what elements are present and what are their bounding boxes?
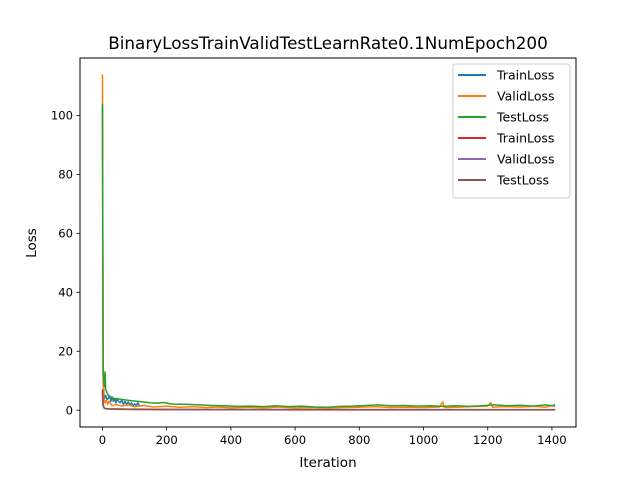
chart-title: BinaryLossTrainValidTestLearnRate0.1NumE…: [108, 33, 548, 53]
y-tick-label: 60: [58, 227, 73, 241]
legend: TrainLoss ValidLoss TestLoss TrainLoss Valid…: [452, 63, 571, 199]
x-tick-label: 200: [156, 433, 178, 447]
legend-label: TrainLoss: [496, 68, 554, 83]
legend-label: TestLoss: [496, 110, 549, 125]
x-tick-label: 1200: [473, 433, 503, 447]
x-tick-label: 800: [348, 433, 370, 447]
x-axis-ticks: 0 200 400 600 800 1000 1200 1400: [99, 427, 567, 447]
series-line-2: [101, 103, 556, 408]
legend-label: ValidLoss: [497, 152, 555, 167]
x-tick-label: 0: [99, 433, 106, 447]
y-tick-label: 80: [58, 168, 73, 182]
series-line-5: [101, 392, 556, 411]
x-tick-label: 400: [220, 433, 242, 447]
y-axis-ticks: 0 20 40 60 80 100: [51, 109, 80, 417]
y-axis-label: Loss: [24, 228, 40, 258]
series-line-1: [101, 74, 556, 409]
legend-box: [452, 63, 571, 199]
x-tick-label: 1000: [409, 433, 439, 447]
y-tick-label: 0: [66, 403, 73, 417]
legend-label: TestLoss: [496, 173, 549, 188]
x-tick-label: 600: [284, 433, 306, 447]
legend-label: ValidLoss: [497, 89, 555, 104]
plot-lines: [101, 74, 556, 411]
x-tick-label: 1400: [537, 433, 567, 447]
plot-frame: [79, 57, 577, 428]
series-line-0: [101, 106, 141, 407]
legend-label: TrainLoss: [496, 131, 554, 146]
y-tick-label: 100: [51, 109, 73, 123]
y-tick-label: 20: [58, 344, 73, 358]
x-axis-label: Iteration: [299, 455, 356, 471]
y-tick-label: 40: [58, 286, 73, 300]
